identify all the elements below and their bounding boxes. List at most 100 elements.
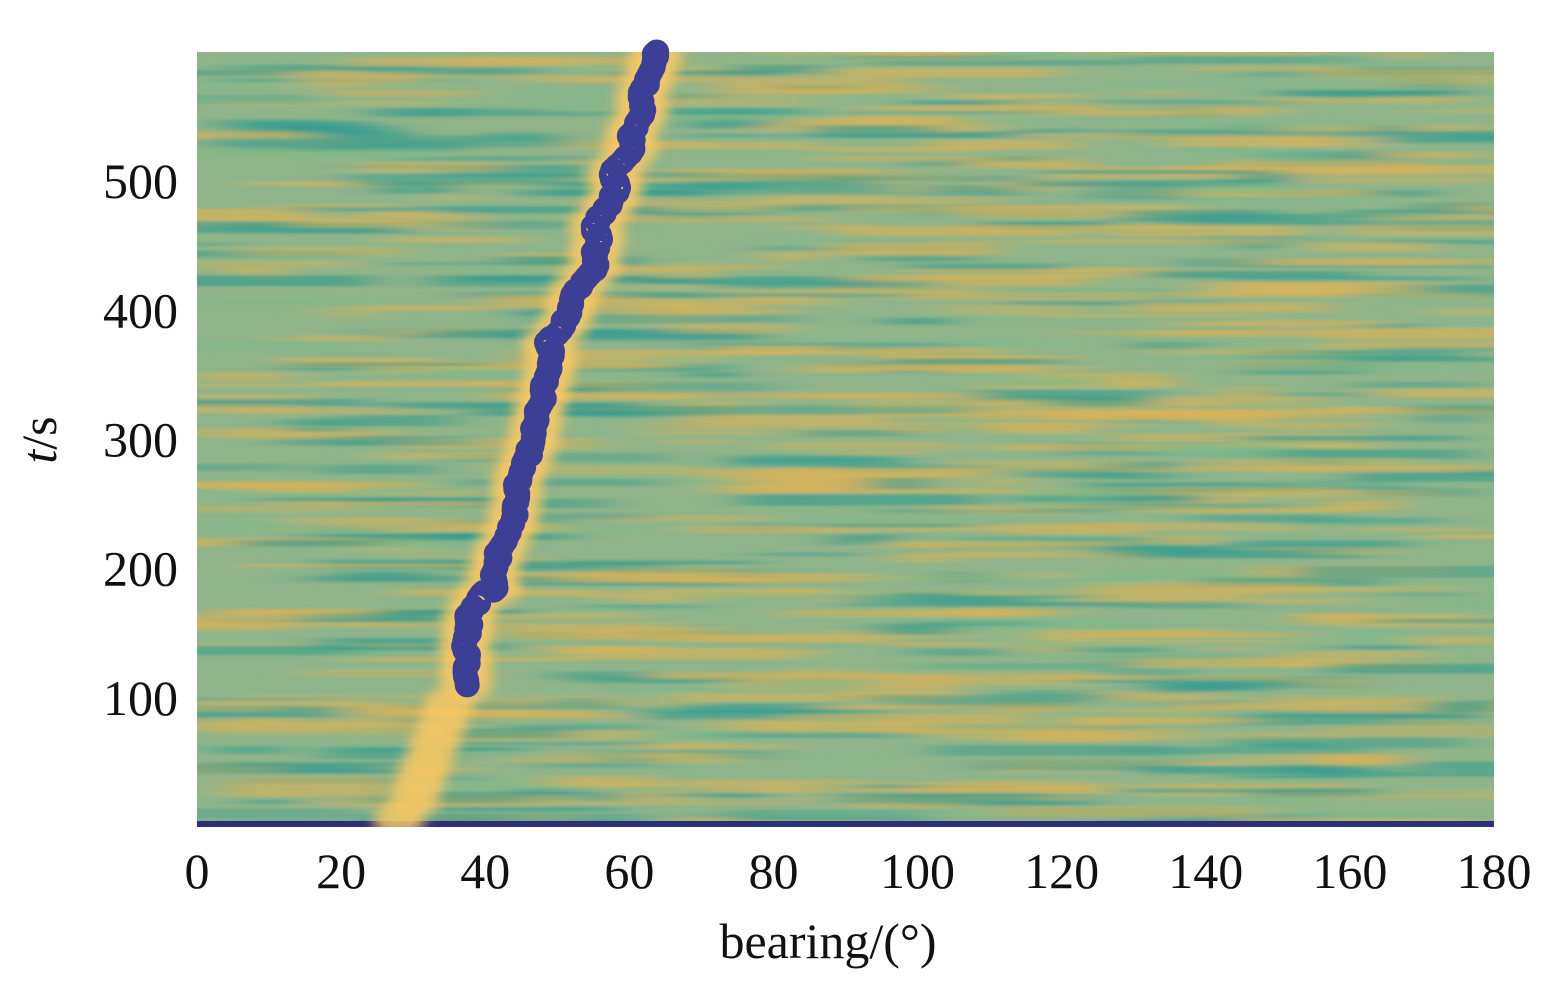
heatmap-streak [1259,696,1444,703]
heatmap-streak [295,82,378,89]
heatmap-bottom-band [197,821,1494,827]
heatmap-streak [754,238,860,246]
heatmap-streak [515,513,651,520]
heatmap-streak [1432,307,1494,316]
heatmap-streak [1122,787,1365,793]
heatmap-streak [580,560,760,565]
heatmap-streak [1330,613,1371,622]
heatmap-streak [367,64,535,76]
heatmap-streak [1376,388,1494,398]
heatmap-streak [629,284,705,291]
heatmap-noise-streaks [197,52,1494,827]
heatmap-streak [693,470,859,482]
heatmap-streak [1028,396,1151,407]
heatmap-streak [395,438,599,449]
heatmap-streak [359,643,438,648]
heatmap-streak [1293,517,1440,524]
heatmap-streak [810,125,937,132]
heatmap-streak [197,481,431,489]
heatmap-streak [324,380,525,387]
heatmap-streak [810,704,962,710]
heatmap-streak [1226,736,1462,748]
heatmap-streak [1078,596,1130,607]
heatmap-streak [272,203,406,208]
heatmap-streak [1368,240,1494,244]
heatmap-streak [228,541,386,553]
heatmap-streak [501,255,635,265]
heatmap-streak [225,522,293,534]
heatmap-streak [581,677,735,684]
y-axis-label-unit: /s [11,416,67,449]
heatmap-streak [660,592,896,599]
heatmap-streak [265,215,482,221]
heatmap-streak [518,349,734,361]
heatmap-streak [786,713,1029,725]
heatmap-streak [560,647,801,660]
heatmap-streak [1288,789,1494,800]
heatmap-streak [1085,100,1322,104]
heatmap-streak [1104,291,1354,298]
heatmap-streak [1245,349,1462,361]
heatmap-streak [197,428,245,438]
heatmap-streak [827,243,997,256]
heatmap-streak [571,410,684,418]
heatmap-streak [763,721,936,734]
heatmap-streak [847,594,905,607]
heatmap-streak [629,588,831,596]
heatmap-streak [757,809,994,817]
heatmap-streak [1050,229,1253,234]
heatmap-streak [763,678,873,690]
heatmap-streak [347,620,457,629]
heatmap-streak [1335,629,1406,641]
heatmap-streak [222,785,397,798]
heatmap-streak [1323,327,1494,340]
heatmap-streak [336,716,419,727]
heatmap-streak [1430,465,1494,471]
heatmap-streak [199,149,445,160]
heatmap-streak [1281,136,1389,148]
heatmap-streak [1156,683,1250,692]
heatmap-streak [1017,495,1203,503]
heatmap-streak [616,63,809,75]
heatmap-streak [298,362,489,367]
heatmap-streak [604,733,789,739]
heatmap-streak [197,147,286,157]
heatmap-streak [197,208,310,219]
heatmap-streak [1226,540,1407,549]
heatmap-streak [804,363,1014,370]
heatmap-streak [1392,77,1494,86]
heatmap-streak [358,305,489,311]
heatmap-streak [1062,428,1254,434]
heatmap-streak [197,706,343,718]
heatmap-streak [1068,712,1211,719]
heatmap-streak [1145,329,1342,337]
heatmap-streak [652,183,898,195]
heatmap-streak [813,155,1068,162]
heatmap-streak [889,358,1061,365]
heatmap-streak [643,743,792,750]
heatmap-streak [732,83,944,94]
heatmap-streak [1262,362,1494,373]
heatmap-streak [1119,129,1362,137]
heatmap-streak [1422,597,1494,610]
heatmap-streak [347,173,605,186]
heatmap-streak [612,390,720,400]
y-tick-label: 400 [103,282,178,338]
heatmap-streak [384,236,524,244]
heatmap-streak [648,355,784,360]
track-point [644,39,670,65]
heatmap-streak [927,140,1074,151]
heatmap-streak [216,717,308,724]
heatmap-streak [197,404,307,413]
heatmap-streak [283,335,389,345]
heatmap-streak [197,398,363,407]
heatmap-streak [687,117,780,129]
heatmap-streak [1070,395,1320,407]
heatmap-streak [970,760,1184,771]
heatmap-streak [1234,774,1363,779]
heatmap-streak [876,624,956,635]
x-axis-label: bearing/(°) [719,913,936,969]
heatmap-streak [591,781,732,788]
heatmap-streak [1426,700,1494,713]
heatmap-streak [968,389,1154,401]
